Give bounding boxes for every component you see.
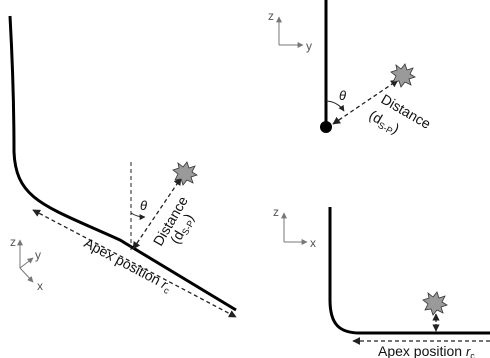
axis-x-label-bottom-right: x — [310, 236, 316, 250]
axis-z-label-left: z — [10, 235, 16, 249]
axis-z-label-bottom-right: z — [273, 205, 279, 219]
tip-apex-dot — [320, 121, 332, 133]
theta-arc-top-right — [325, 100, 345, 112]
sample-star-icon-left — [172, 161, 198, 186]
axis-indicator-bottom-right: z x — [273, 205, 316, 250]
theta-arc-left — [130, 212, 146, 221]
axis-z-label-top-right: z — [268, 9, 274, 23]
sample-star-icon-top-right — [390, 63, 416, 88]
axis-x-label-left: x — [37, 279, 43, 293]
distance-arrow-left — [132, 177, 182, 250]
top-right-panel: θ Distance (dS-P) z y — [268, 0, 434, 138]
theta-label-top-right: θ — [339, 88, 346, 103]
axis-indicator-top-right: z y — [268, 9, 312, 53]
sample-star-icon-bottom-right — [422, 291, 448, 316]
bottom-right-panel: Apex position rc z x — [273, 205, 490, 358]
tip-outline-bottom-right — [328, 207, 490, 335]
axis-indicator-left: z y x — [10, 235, 43, 293]
apex-position-arrow-left — [32, 209, 237, 318]
apex-position-label-bottom-right: Apex position rc — [378, 343, 475, 358]
axis-y-label-top-right: y — [306, 39, 312, 53]
theta-label-left: θ — [140, 198, 147, 213]
axis-y-label-left: y — [35, 248, 41, 262]
distance-arrow-top-right — [332, 79, 399, 125]
left-panel: θ Distance (dS-P) Apex position rc z y x — [8, 15, 237, 318]
